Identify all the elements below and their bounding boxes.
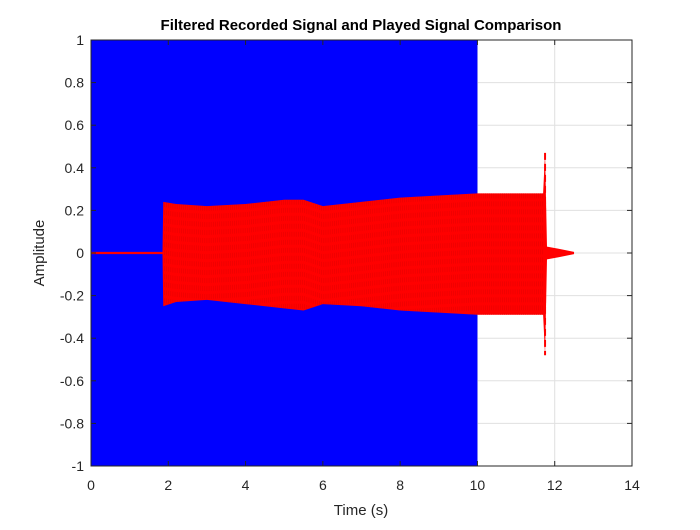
y-tick-label: -0.4 [60, 330, 84, 346]
series-group [91, 40, 575, 466]
y-tick-label: 0 [76, 245, 84, 261]
y-tick-label: 0.2 [65, 202, 85, 218]
y-tick-label: 0.4 [65, 160, 85, 176]
y-axis-label: Amplitude [31, 220, 48, 287]
y-tick-label: -0.2 [60, 288, 84, 304]
series-1-texture [164, 193, 544, 315]
y-tick-label: -0.8 [60, 415, 84, 431]
x-tick-label: 12 [547, 477, 563, 493]
x-tick-label: 0 [87, 477, 95, 493]
x-tick-label: 6 [319, 477, 327, 493]
y-tick-label: 0.6 [65, 117, 85, 133]
x-axis-label: Time (s) [334, 502, 388, 519]
y-tick-label: -1 [72, 458, 85, 474]
y-tick-label: 1 [76, 32, 84, 48]
x-tick-label: 10 [470, 477, 486, 493]
y-tick-label: 0.8 [65, 75, 85, 91]
x-tick-label: 14 [624, 477, 640, 493]
x-tick-label: 8 [396, 477, 404, 493]
y-tick-label: -0.6 [60, 373, 84, 389]
chart-title: Filtered Recorded Signal and Played Sign… [161, 17, 562, 34]
x-tick-label: 4 [242, 477, 250, 493]
x-tick-label: 2 [164, 477, 172, 493]
ticks: 0 2 4 6 8 10 12 14 -1 -0.8 -0.6 -0.4 -0.2 0 0.2 0.4 0.6 0… [60, 32, 640, 493]
